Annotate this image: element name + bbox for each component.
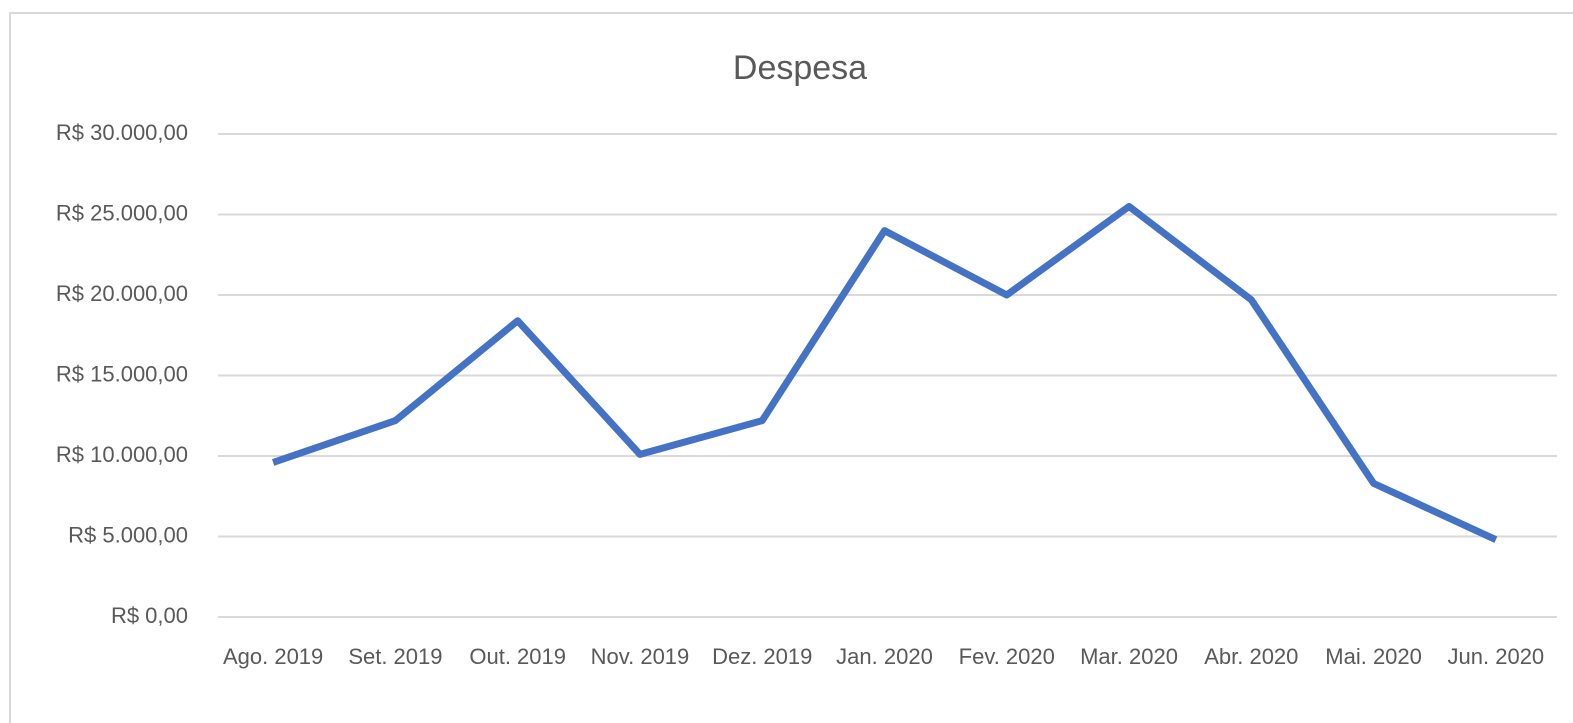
x-tick-label: Set. 2019 [348, 644, 442, 669]
y-tick-label: R$ 15.000,00 [56, 361, 188, 386]
x-tick-label: Jun. 2020 [1448, 644, 1545, 669]
chart-title: Despesa [733, 49, 867, 87]
line-series [272, 202, 1498, 543]
x-tick-label: Jan. 2020 [836, 644, 933, 669]
x-tick-label: Mar. 2020 [1080, 644, 1178, 669]
chart-frame [9, 12, 1573, 723]
y-tick-label: R$ 20.000,00 [56, 281, 188, 306]
y-tick-label: R$ 0,00 [111, 603, 188, 628]
y-tick-label: R$ 30.000,00 [56, 120, 188, 145]
y-tick-label: R$ 5.000,00 [68, 522, 188, 547]
x-tick-label: Ago. 2019 [223, 644, 323, 669]
x-tick-label: Mai. 2020 [1325, 644, 1422, 669]
y-tick-label: R$ 25.000,00 [56, 200, 188, 225]
x-tick-label: Fev. 2020 [959, 644, 1055, 669]
y-tick-label: R$ 10.000,00 [56, 442, 188, 467]
x-tick-label: Out. 2019 [469, 644, 566, 669]
x-tick-label: Nov. 2019 [591, 644, 690, 669]
x-tick-label: Abr. 2020 [1204, 644, 1298, 669]
x-tick-label: Dez. 2019 [712, 644, 812, 669]
